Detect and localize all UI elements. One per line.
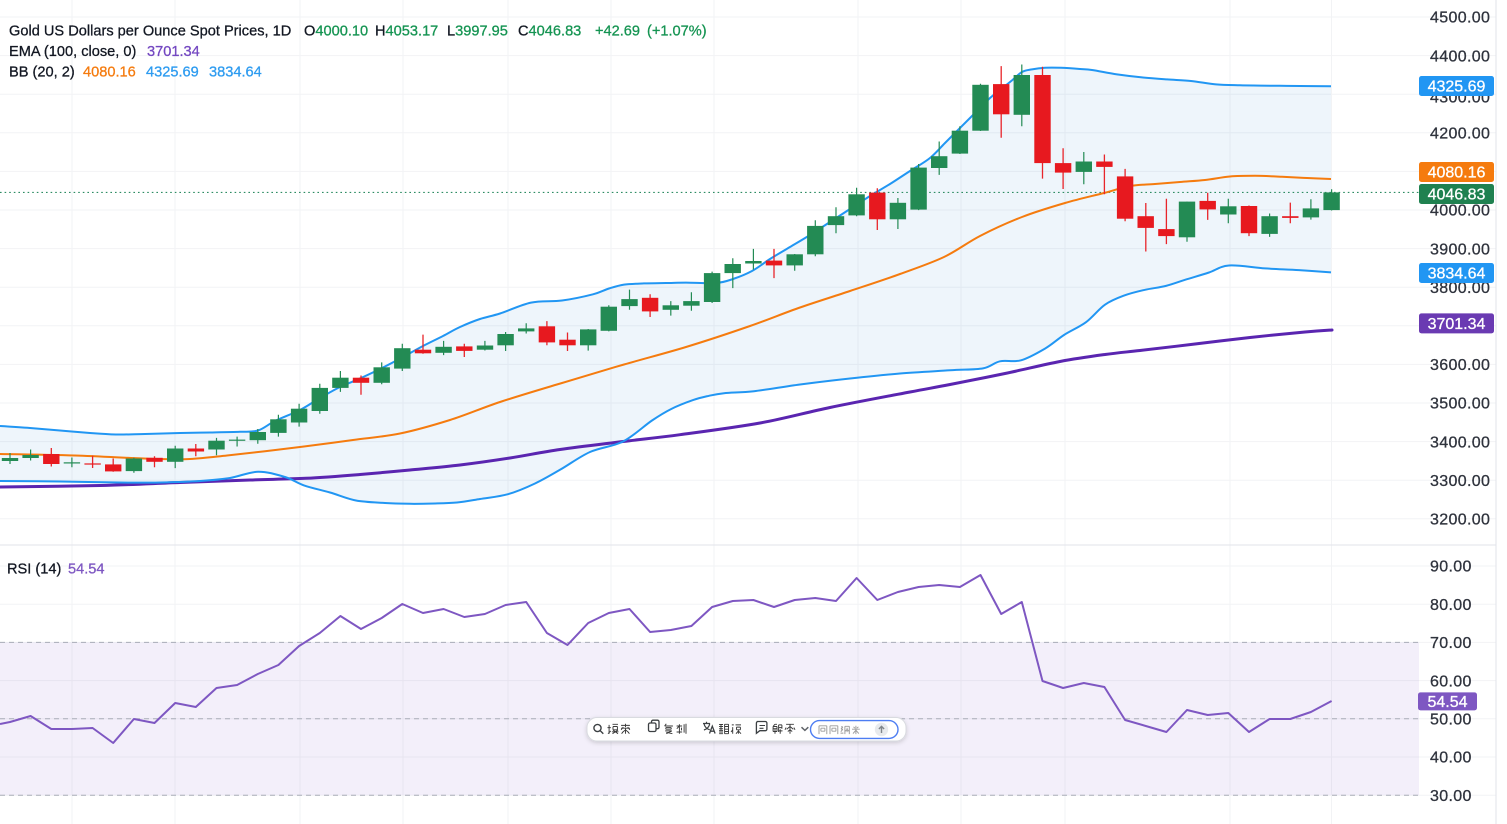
svg-text:4400.00: 4400.00 bbox=[1430, 48, 1490, 65]
svg-text:4500.00: 4500.00 bbox=[1430, 10, 1490, 27]
svg-text:60.00: 60.00 bbox=[1430, 673, 1472, 690]
svg-text:4200.00: 4200.00 bbox=[1430, 126, 1490, 143]
svg-text:3300.00: 3300.00 bbox=[1430, 473, 1490, 490]
svg-text:3600.00: 3600.00 bbox=[1430, 357, 1490, 374]
svg-text:RSI (14)54.54: RSI (14) 54.54 bbox=[7, 562, 105, 578]
svg-text:4000.00: 4000.00 bbox=[1430, 203, 1490, 220]
svg-text:3800.00: 3800.00 bbox=[1430, 280, 1490, 297]
svg-text:40.00: 40.00 bbox=[1430, 750, 1472, 767]
svg-text:80.00: 80.00 bbox=[1430, 597, 1472, 614]
svg-text:3200.00: 3200.00 bbox=[1430, 512, 1490, 529]
svg-text:54.54: 54.54 bbox=[1427, 694, 1467, 711]
svg-text:3500.00: 3500.00 bbox=[1430, 396, 1490, 413]
svg-text:70.00: 70.00 bbox=[1430, 635, 1472, 652]
svg-text:90.00: 90.00 bbox=[1430, 559, 1472, 576]
svg-text:EMA (100, close, 0)3701.34: EMA (100, close, 0) 3701.34 bbox=[9, 44, 200, 60]
svg-text:3701.34: 3701.34 bbox=[1428, 316, 1486, 333]
svg-text:30.00: 30.00 bbox=[1430, 788, 1472, 805]
svg-text:50.00: 50.00 bbox=[1430, 712, 1472, 729]
svg-text:3400.00: 3400.00 bbox=[1430, 434, 1490, 451]
svg-text:3900.00: 3900.00 bbox=[1430, 241, 1490, 258]
svg-text:3834.64: 3834.64 bbox=[1428, 266, 1486, 283]
svg-text:4325.69: 4325.69 bbox=[1428, 79, 1486, 96]
svg-text:4080.16: 4080.16 bbox=[1428, 165, 1486, 182]
svg-text:Gold US Dollars per Ounce Spot: Gold US Dollars per Ounce Spot Prices, 1… bbox=[9, 24, 707, 40]
svg-text:4046.83: 4046.83 bbox=[1428, 187, 1486, 204]
